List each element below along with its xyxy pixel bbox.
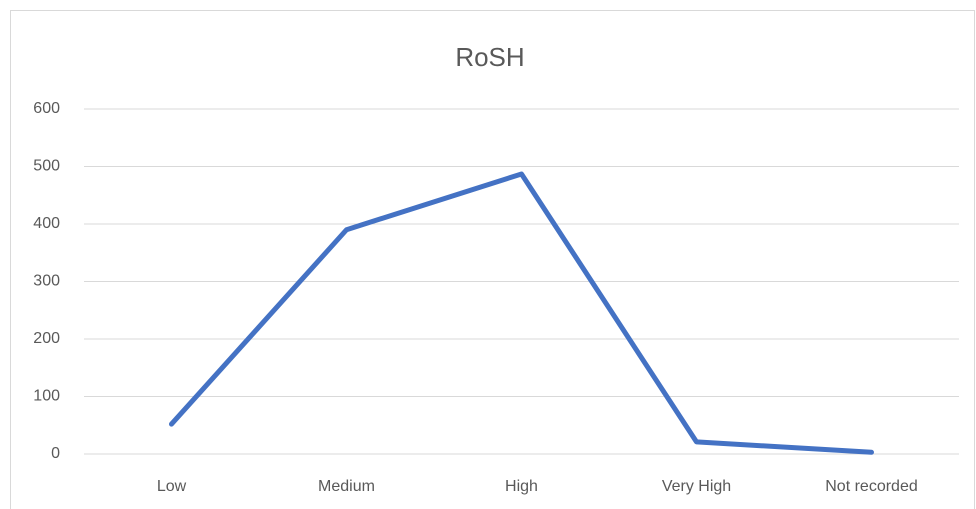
y-tick-label: 0 <box>51 445 60 462</box>
chart-title: RoSH <box>455 42 524 72</box>
y-tick-label: 500 <box>33 158 60 175</box>
x-tick-label: High <box>505 478 538 495</box>
x-tick-label: Low <box>157 478 187 495</box>
chart-frame <box>10 10 975 509</box>
y-tick-label: 600 <box>33 100 60 117</box>
line-series <box>169 171 874 455</box>
x-tick-label: Medium <box>318 478 375 495</box>
y-tick-label: 200 <box>33 330 60 347</box>
y-tick-label: 400 <box>33 215 60 232</box>
y-tick-label: 100 <box>33 388 60 405</box>
x-tick-label: Very High <box>662 478 731 495</box>
y-tick-label: 300 <box>33 273 60 290</box>
x-tick-label: Not recorded <box>825 478 918 495</box>
